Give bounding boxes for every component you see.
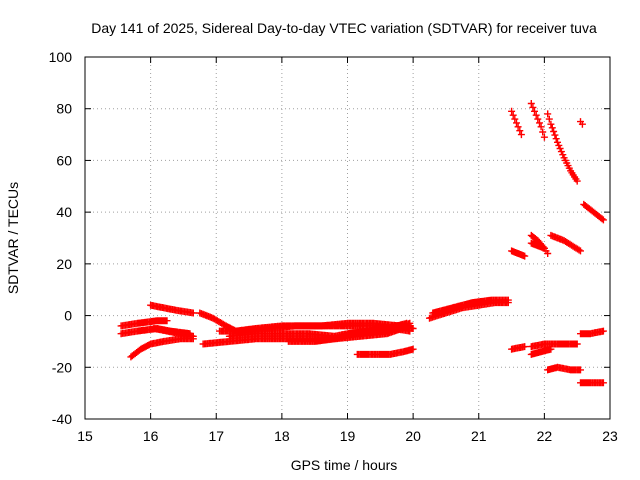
point-markers <box>527 340 581 351</box>
y-tick-label: 60 <box>56 152 72 168</box>
series-arc-5 <box>150 325 197 340</box>
axis-ticks <box>84 56 611 420</box>
y-tick-label: 40 <box>56 204 72 220</box>
y-tick-label: -20 <box>52 359 72 375</box>
point-markers <box>508 343 529 353</box>
y-tick-label: 80 <box>56 101 72 117</box>
series-arc-4 <box>147 301 197 317</box>
series-arc-13 <box>429 296 512 317</box>
point-markers <box>508 247 529 260</box>
y-axis-label: SDTVAR / TECUs <box>5 182 21 294</box>
y-tick-label: 100 <box>49 49 73 65</box>
series-arc-23 <box>508 343 529 353</box>
x-tick-label: 16 <box>143 428 159 444</box>
x-tick-label: 22 <box>537 428 553 444</box>
x-tick-label: 19 <box>340 428 356 444</box>
point-markers <box>580 200 607 224</box>
point-markers <box>508 107 525 139</box>
series-arc-10 <box>284 319 414 345</box>
grid <box>85 57 610 419</box>
x-tick-label: 18 <box>274 428 290 444</box>
series-arc-16 <box>544 110 581 185</box>
series-arc-22 <box>547 231 584 255</box>
point-markers <box>527 100 548 141</box>
x-tick-label: 21 <box>471 428 487 444</box>
chart-title: Day 141 of 2025, Sidereal Day-to-day VTE… <box>91 20 597 36</box>
series-arc-28 <box>577 379 607 387</box>
series-arc-25 <box>527 340 581 351</box>
point-markers <box>150 325 197 340</box>
point-markers <box>127 335 197 361</box>
series-arc-24 <box>527 345 555 358</box>
point-markers <box>544 110 581 185</box>
x-tick-label: 15 <box>77 428 93 444</box>
point-markers <box>117 317 171 330</box>
series-arc-18 <box>580 200 607 224</box>
point-markers <box>547 231 584 255</box>
point-markers <box>429 296 512 317</box>
data-points <box>117 100 607 387</box>
point-markers <box>353 345 417 358</box>
series-arc-1 <box>117 317 171 330</box>
x-axis-tick-labels: 15 16 17 18 19 20 21 22 23 <box>77 428 618 444</box>
point-markers <box>147 301 197 317</box>
series-arc-11 <box>353 345 417 358</box>
series-arc-21 <box>527 239 548 252</box>
series-arc-15 <box>527 100 548 141</box>
point-markers <box>577 118 586 128</box>
point-markers <box>527 345 555 358</box>
series-arc-14 <box>508 107 525 139</box>
x-tick-label: 17 <box>208 428 224 444</box>
y-axis-tick-labels: -40 -20 0 20 40 60 80 100 <box>49 49 73 427</box>
y-tick-label: 0 <box>64 308 72 324</box>
y-tick-label: 20 <box>56 256 72 272</box>
point-markers <box>577 327 607 338</box>
point-markers <box>284 319 414 345</box>
x-tick-label: 20 <box>405 428 421 444</box>
point-markers <box>527 239 548 252</box>
series-arc-3 <box>127 335 197 361</box>
x-axis-label: GPS time / hours <box>291 457 398 473</box>
point-markers <box>544 363 584 374</box>
series-arc-26 <box>544 363 584 374</box>
series-arc-19 <box>508 247 529 260</box>
point-markers <box>577 379 607 387</box>
series-arc-17 <box>577 118 586 128</box>
x-tick-label: 23 <box>602 428 618 444</box>
series-arc-27 <box>577 327 607 338</box>
y-tick-label: -40 <box>52 411 72 427</box>
